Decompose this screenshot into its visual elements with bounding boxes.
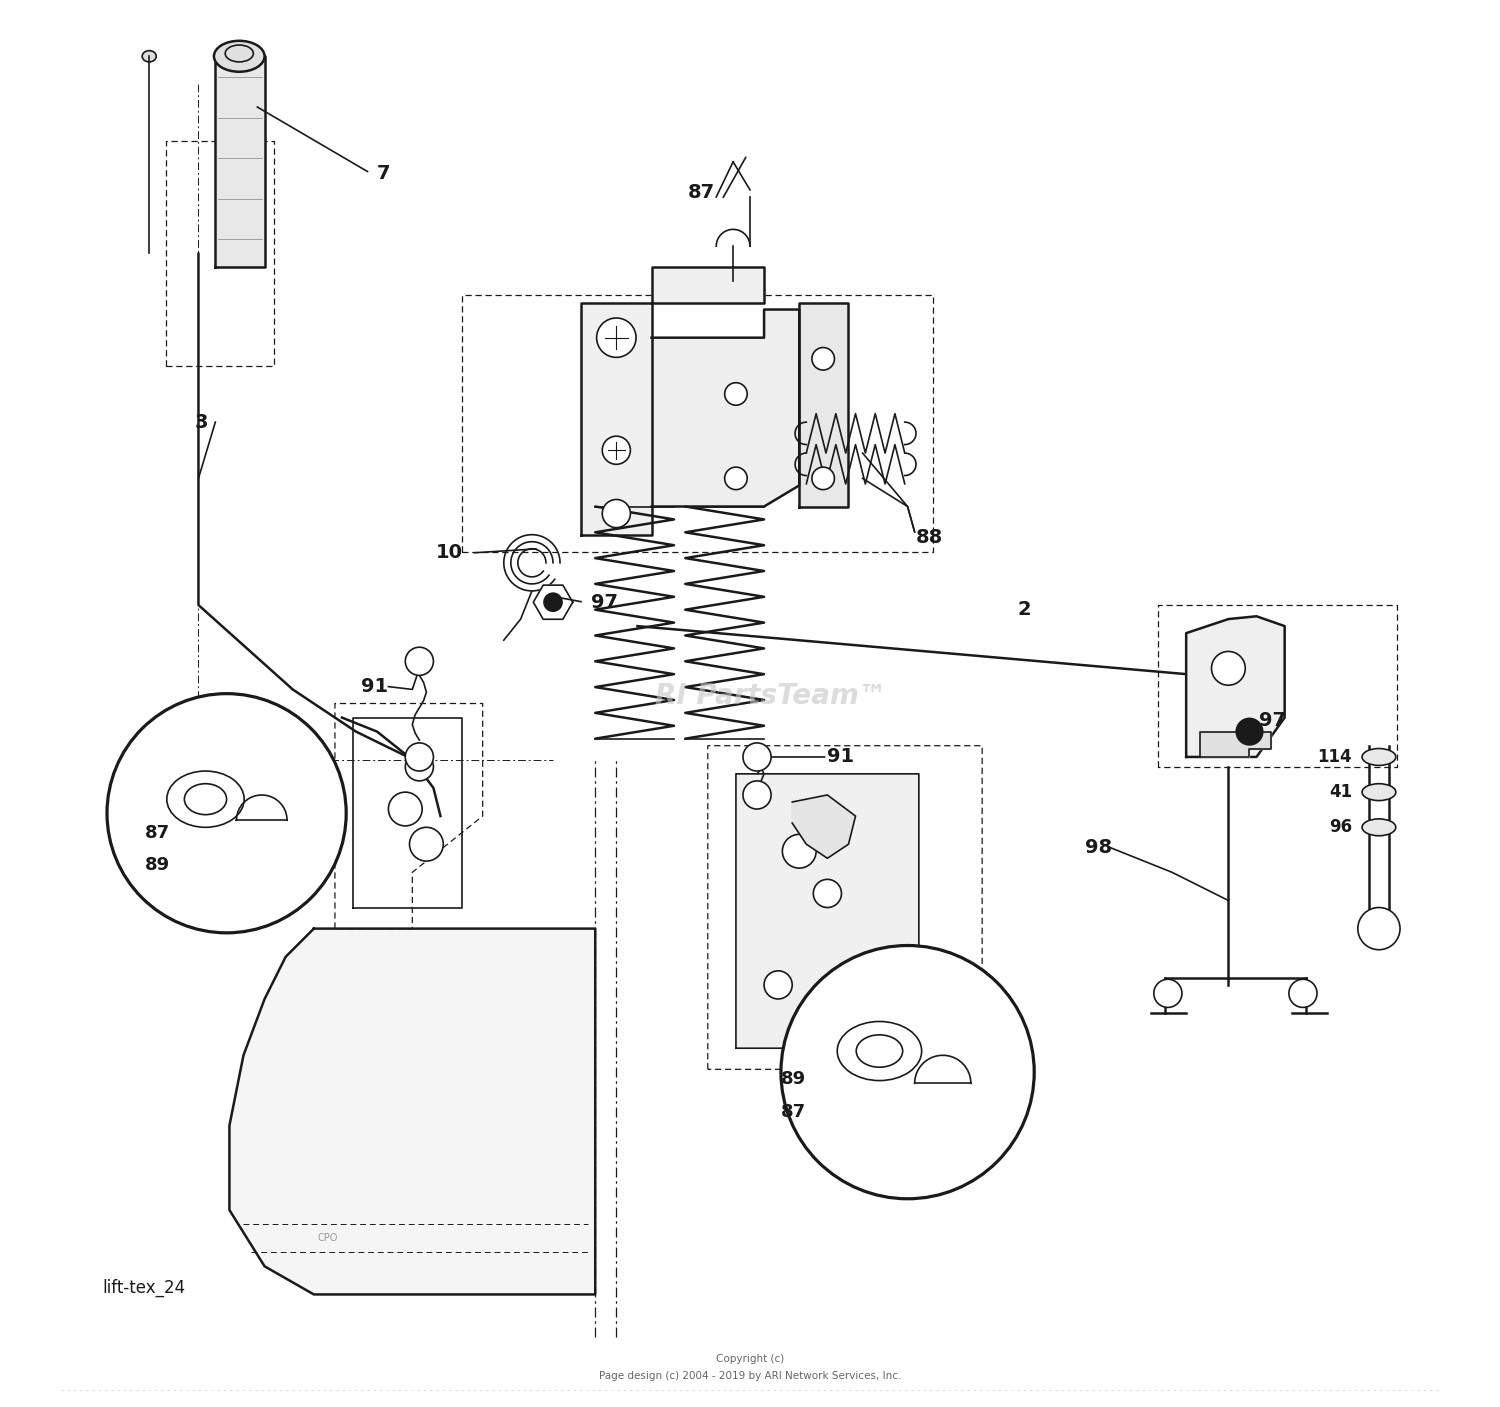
Circle shape (1358, 908, 1400, 950)
Circle shape (106, 694, 347, 933)
Circle shape (1154, 979, 1182, 1007)
Polygon shape (230, 929, 596, 1294)
Polygon shape (736, 774, 920, 1048)
Circle shape (742, 743, 771, 771)
Text: 87: 87 (146, 825, 171, 841)
Text: 114: 114 (1317, 749, 1352, 765)
Text: RI PartsTeam™: RI PartsTeam™ (656, 682, 886, 711)
Circle shape (764, 971, 792, 999)
Circle shape (724, 467, 747, 490)
Polygon shape (534, 585, 573, 619)
Circle shape (597, 318, 636, 357)
Text: 91: 91 (362, 677, 388, 696)
Text: 87: 87 (782, 1103, 807, 1120)
Circle shape (603, 436, 630, 464)
Circle shape (405, 753, 433, 781)
Text: 88: 88 (916, 528, 944, 547)
Text: 96: 96 (1329, 819, 1352, 836)
Text: lift-tex_24: lift-tex_24 (104, 1279, 186, 1296)
Circle shape (410, 827, 444, 861)
Circle shape (603, 499, 630, 528)
Polygon shape (651, 310, 800, 507)
Circle shape (1236, 718, 1263, 746)
Circle shape (724, 383, 747, 405)
Circle shape (405, 647, 433, 675)
Polygon shape (216, 56, 264, 267)
Circle shape (388, 792, 422, 826)
Circle shape (783, 834, 816, 868)
Text: 3: 3 (194, 412, 207, 432)
Circle shape (405, 743, 433, 771)
Text: 89: 89 (146, 857, 171, 874)
Polygon shape (1186, 616, 1284, 757)
Circle shape (543, 592, 562, 612)
Text: CPO: CPO (318, 1233, 338, 1242)
Text: 91: 91 (828, 747, 855, 767)
Polygon shape (792, 795, 855, 858)
Text: Copyright (c): Copyright (c) (716, 1354, 784, 1365)
Ellipse shape (1362, 819, 1396, 836)
Text: 41: 41 (1329, 784, 1352, 801)
Text: 7: 7 (376, 163, 390, 183)
Text: 97: 97 (591, 592, 618, 612)
Text: 97: 97 (1260, 711, 1287, 730)
Ellipse shape (1362, 784, 1396, 801)
Circle shape (782, 946, 1034, 1199)
Text: Page design (c) 2004 - 2019 by ARI Network Services, Inc.: Page design (c) 2004 - 2019 by ARI Netwo… (598, 1370, 902, 1382)
Text: 10: 10 (436, 543, 463, 563)
Ellipse shape (214, 41, 264, 72)
Circle shape (812, 348, 834, 370)
Circle shape (813, 879, 842, 908)
Text: 89: 89 (782, 1071, 807, 1088)
Circle shape (812, 467, 834, 490)
Text: 98: 98 (1084, 837, 1112, 857)
Circle shape (1212, 651, 1245, 685)
Ellipse shape (142, 51, 156, 62)
Circle shape (1288, 979, 1317, 1007)
Polygon shape (1200, 732, 1270, 757)
Polygon shape (800, 303, 849, 507)
Polygon shape (580, 267, 764, 535)
Text: 2: 2 (1017, 599, 1031, 619)
Circle shape (742, 781, 771, 809)
Ellipse shape (1362, 749, 1396, 765)
Text: 87: 87 (687, 183, 716, 203)
